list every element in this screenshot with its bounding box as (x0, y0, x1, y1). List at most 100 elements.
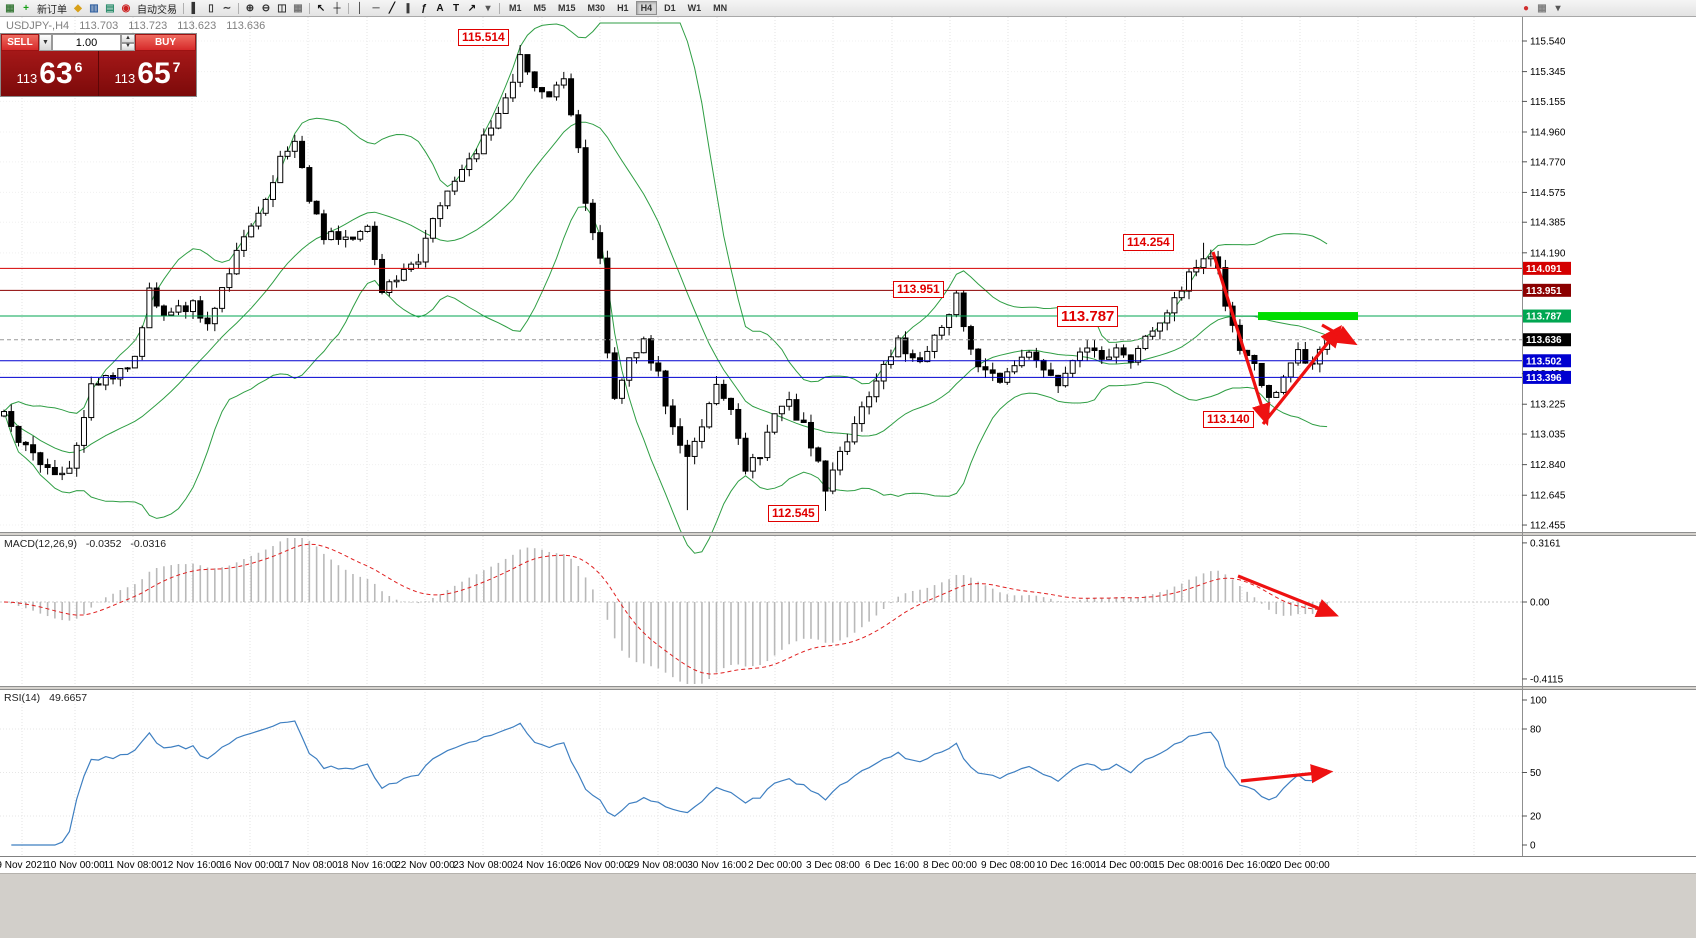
buy-button[interactable]: BUY (135, 34, 196, 51)
record-icon[interactable]: ● (1522, 2, 1530, 14)
time-axis-label: 17 Nov 08:00 (278, 860, 338, 871)
new-chart-icon[interactable]: ▦ (5, 2, 15, 14)
time-axis-label: 10 Dec 16:00 (1036, 860, 1096, 871)
more-icon[interactable]: ▾ (1555, 2, 1561, 14)
macd-histogram (10, 538, 1328, 684)
panel-splitter[interactable] (0, 686, 1696, 690)
ask-price[interactable]: 113 65 7 (99, 51, 196, 96)
bollinger-bands (3, 22, 1328, 554)
ohlc-close: 113.636 (226, 20, 266, 32)
price-axis[interactable]: 115.540 115.345 115.155 114.960 114.770 114.5… (1522, 37, 1571, 852)
expert-advisors-icon[interactable]: ◉ (121, 2, 131, 14)
gold-icon[interactable]: ◆ (74, 2, 82, 14)
time-axis-label: 30 Nov 16:00 (687, 860, 747, 871)
time-axis-label: 16 Nov 00:00 (220, 860, 280, 871)
time-axis-label: 23 Nov 08:00 (453, 860, 513, 871)
fibonacci-tool-icon[interactable]: ƒ (421, 2, 427, 14)
time-axis-label: 3 Dec 08:00 (806, 860, 860, 871)
candlestick-mode-icon[interactable]: ▯ (208, 2, 214, 14)
arrange-windows-icon[interactable]: ▦ (293, 2, 303, 14)
price-annotation[interactable]: 113.787 (1057, 306, 1119, 327)
text-tool-icon[interactable]: A (436, 2, 444, 14)
line-chart-mode-icon[interactable]: ∼ (222, 2, 232, 14)
trend-arrow[interactable] (1237, 574, 1339, 617)
svg-text:112.840: 112.840 (1530, 460, 1566, 471)
one-click-trading-panel: SELL ▼ 1.00 ▲ ▼ BUY 113 63 6 113 65 7 (0, 33, 197, 97)
svg-text:114.091: 114.091 (1526, 264, 1562, 275)
bar-chart-mode-icon[interactable]: ▌ (191, 2, 199, 14)
candlestick-series (1, 45, 1331, 511)
toolbar-separator (348, 2, 349, 14)
market-watch-icon[interactable]: ▥ (89, 2, 99, 14)
chart-canvas[interactable]: 115.540 115.345 115.155 114.960 114.770 114.5… (0, 17, 1696, 856)
svg-text:80: 80 (1530, 725, 1542, 736)
timeframe-h1[interactable]: H1 (617, 3, 629, 13)
time-axis-label: 9 Nov 2021 (0, 860, 48, 871)
volume-down-button[interactable]: ▼ (121, 42, 135, 51)
svg-text:114.190: 114.190 (1530, 248, 1566, 259)
price-marker-113.636 (1523, 333, 1571, 347)
data-window-icon[interactable]: ▤ (105, 2, 115, 14)
timeframe-m5[interactable]: M5 (533, 3, 547, 13)
symbol-timeframe: USDJPY-,H4 (6, 20, 70, 32)
svg-text:113.787: 113.787 (1526, 312, 1562, 323)
trend-arrow[interactable] (1211, 251, 1271, 427)
svg-text:0: 0 (1530, 841, 1536, 852)
price-marker-113.787 (1523, 309, 1571, 323)
new-order-label[interactable]: 新订单 (37, 4, 67, 16)
vline-tool-icon[interactable]: │ (356, 2, 364, 14)
new-order-icon[interactable]: + (23, 2, 29, 14)
volume-input[interactable]: 1.00 (52, 34, 121, 51)
bid-big-digits: 63 (39, 56, 73, 90)
sell-button[interactable]: SELL (1, 34, 39, 51)
bid-price[interactable]: 113 63 6 (1, 51, 98, 96)
timeframe-d1[interactable]: D1 (664, 3, 676, 13)
price-annotation[interactable]: 115.514 (458, 29, 509, 46)
price-annotation[interactable]: 112.545 (768, 505, 819, 522)
volume-up-button[interactable]: ▲ (121, 34, 135, 43)
price-annotation[interactable]: 113.140 (1203, 411, 1254, 428)
ohlc-high: 113.723 (128, 20, 168, 32)
timeframe-w1[interactable]: W1 (687, 3, 702, 13)
trend-arrows[interactable] (1211, 251, 1358, 784)
timeframe-m15[interactable]: M15 (558, 3, 576, 13)
trendline-tool-icon[interactable]: ╱ (388, 2, 396, 14)
time-axis[interactable]: 9 Nov 2021 10 Nov 00:00 11 Nov 08:00 12 Nov… (0, 856, 1696, 873)
volume-dropdown-button[interactable]: ▼ (39, 34, 52, 51)
cursor-icon[interactable]: ↖ (316, 2, 326, 14)
label-tool-icon[interactable]: T (452, 2, 460, 14)
trend-arrow[interactable] (1261, 324, 1342, 425)
price-annotation[interactable]: 113.951 (893, 281, 944, 298)
zoom-in-icon[interactable]: ⊕ (245, 2, 255, 14)
timeframe-m30[interactable]: M30 (587, 3, 606, 13)
highlight-zone[interactable] (1258, 312, 1358, 321)
chart-svg: 115.540 115.345 115.155 114.960 114.770 114.5… (0, 17, 1696, 856)
hline-tool-icon[interactable]: ─ (372, 2, 380, 14)
svg-text:113.396: 113.396 (1526, 373, 1562, 384)
tile-windows-icon[interactable]: ◫ (277, 2, 287, 14)
time-axis-label: 9 Dec 08:00 (981, 860, 1035, 871)
shapes-dropdown-icon[interactable]: ▾ (485, 2, 491, 14)
channel-tool-icon[interactable]: ∥ (405, 2, 411, 14)
timeframe-h4[interactable]: H4 (635, 1, 658, 15)
timeframe-mn[interactable]: MN (713, 3, 728, 13)
time-axis-label: 2 Dec 00:00 (748, 860, 802, 871)
timeframe-m1[interactable]: M1 (509, 3, 522, 13)
time-axis-label: 16 Dec 16:00 (1212, 860, 1272, 871)
macd-name: MACD(12,26,9) (4, 538, 77, 550)
svg-text:113.035: 113.035 (1530, 430, 1566, 441)
rsi-label: RSI(14) 49.6657 (4, 692, 87, 704)
terminal-icon[interactable]: ▦ (1537, 2, 1547, 14)
zoom-out-icon[interactable]: ⊖ (261, 2, 271, 14)
svg-text:114.575: 114.575 (1530, 188, 1566, 199)
trend-arrow[interactable] (1321, 323, 1358, 346)
volume-stepper[interactable]: ▲ ▼ (121, 34, 135, 51)
trend-arrow[interactable] (1240, 764, 1334, 784)
time-axis-label: 24 Nov 16:00 (512, 860, 572, 871)
crosshair-icon[interactable]: ┼ (333, 2, 341, 14)
price-annotation[interactable]: 114.254 (1123, 234, 1174, 251)
svg-text:114.385: 114.385 (1530, 218, 1566, 229)
panel-splitter[interactable] (0, 532, 1696, 536)
arrow-tool-icon[interactable]: ↗ (467, 2, 477, 14)
autotrading-label[interactable]: 自动交易 (137, 4, 177, 16)
